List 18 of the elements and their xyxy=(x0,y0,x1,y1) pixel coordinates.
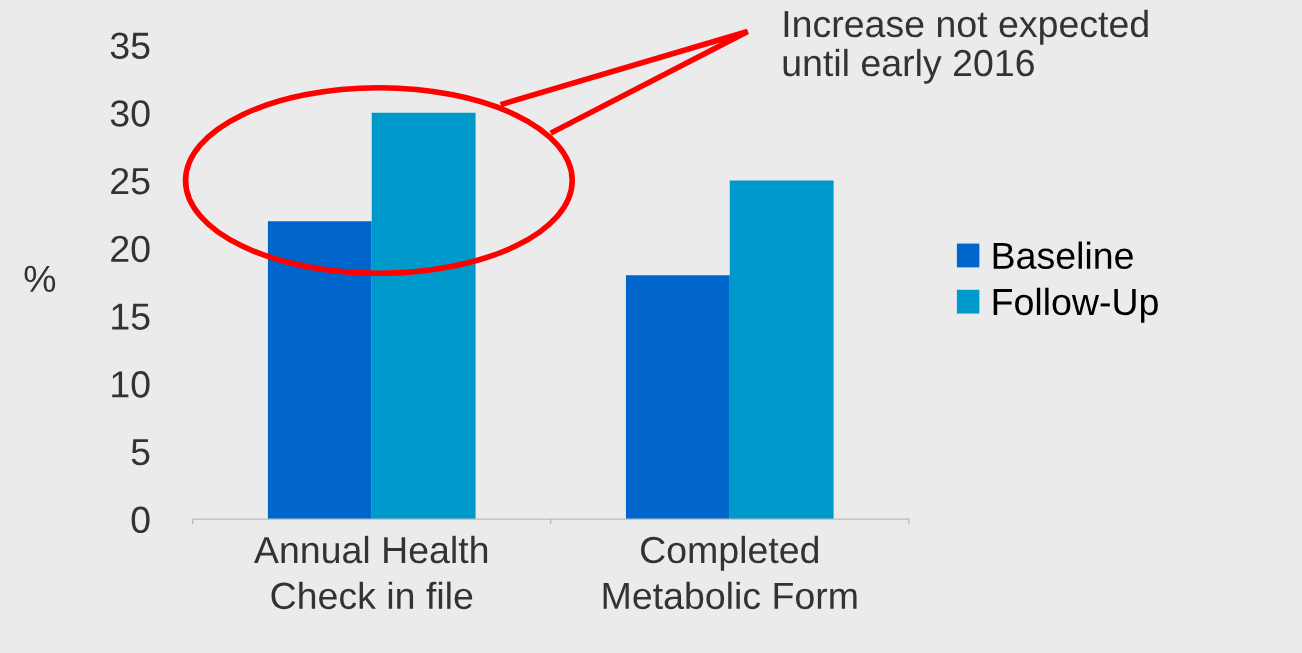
y-tick-label: 0 xyxy=(131,506,150,534)
y-tick-label: 15 xyxy=(112,303,150,330)
y-tick-label: 20 xyxy=(111,235,150,263)
bar xyxy=(267,221,372,520)
y-axis-title: % xyxy=(24,265,56,293)
legend-label: Baseline xyxy=(993,241,1133,270)
x-tick-label: Completed Metabolic Form xyxy=(603,535,857,610)
bar xyxy=(371,112,476,520)
y-tick-label: 35 xyxy=(110,32,150,60)
y-tick-label: 30 xyxy=(110,100,150,127)
y-tick-label: 10 xyxy=(112,371,150,398)
legend-label: Follow-Up xyxy=(993,287,1158,323)
annotation: Increase not expected until early 2016 xyxy=(783,9,1148,84)
y-tick-label: 5 xyxy=(131,439,150,466)
bar xyxy=(625,275,730,520)
bar xyxy=(729,180,834,520)
y-tick-label: 25 xyxy=(111,167,150,195)
x-tick-label: Annual Health Check in file xyxy=(254,535,488,610)
